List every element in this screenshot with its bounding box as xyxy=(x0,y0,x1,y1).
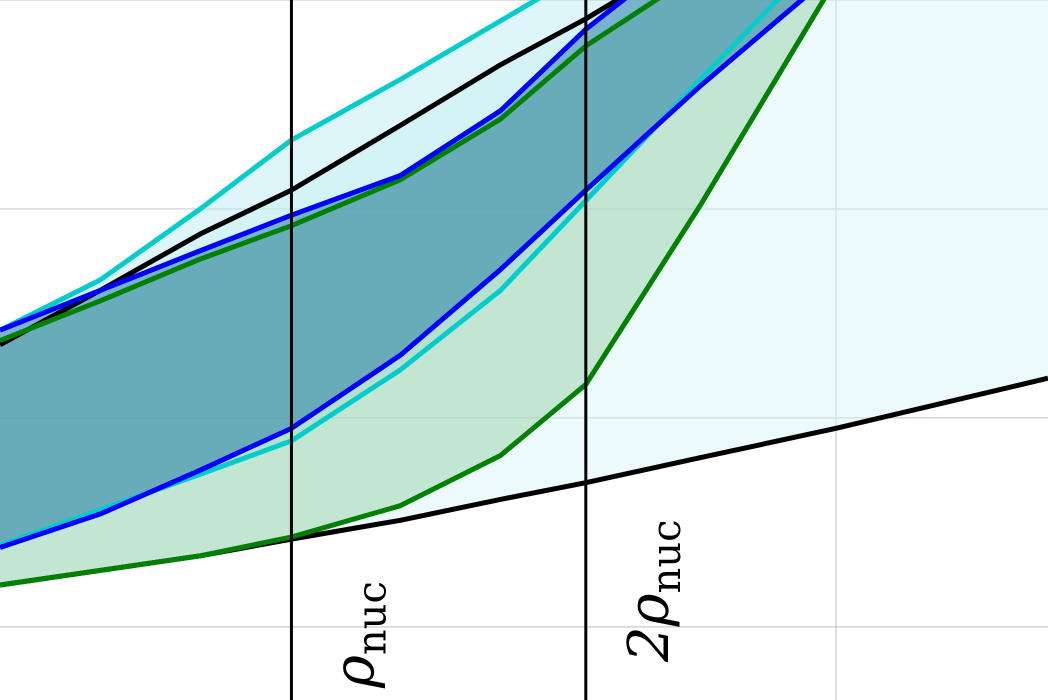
reference-label: 2ρnuc xyxy=(617,520,690,664)
label-sub: nuc xyxy=(644,520,690,594)
label-main: 2ρ xyxy=(617,593,682,663)
band-edge xyxy=(0,0,628,333)
band-edge xyxy=(0,0,806,550)
band-edge xyxy=(0,0,541,333)
label-sub: nuc xyxy=(349,581,395,655)
reference-label: ρnuc xyxy=(322,581,395,689)
annotations: ρnuc 2ρnuc xyxy=(289,0,690,700)
band-edge xyxy=(0,0,661,343)
band-fill xyxy=(0,0,802,548)
band-edge xyxy=(0,0,827,588)
label-main: ρ xyxy=(322,655,387,689)
band-edge xyxy=(0,0,622,347)
plot-area xyxy=(0,0,1048,588)
